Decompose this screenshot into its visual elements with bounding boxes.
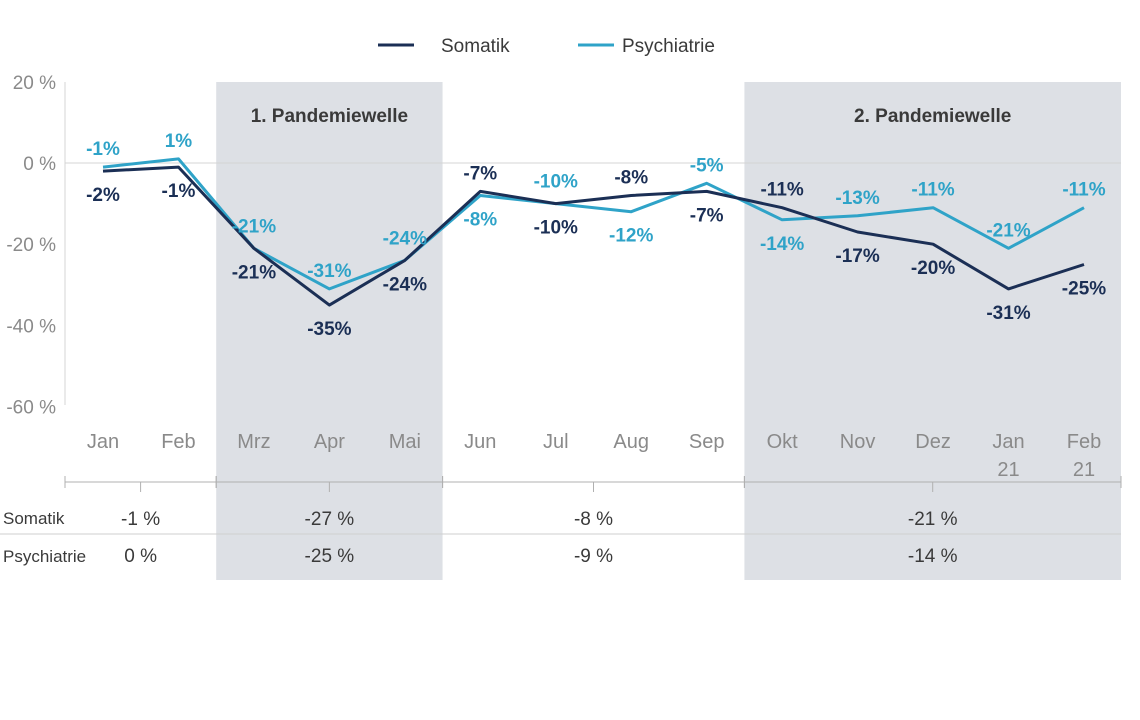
- series-lines: [102, 157, 1085, 307]
- data-label-psychiatrie: -11%: [911, 180, 954, 201]
- data-labels: -2% -1% -1% 1% -21% -21% -35% -31% -24% -24% -7% -8…: [86, 131, 1106, 340]
- data-label-somatik: -17%: [835, 246, 879, 267]
- data-label-somatik: -2%: [86, 185, 120, 206]
- x-tick-label: Mai: [389, 431, 421, 453]
- x-tick-label: Nov: [840, 431, 876, 453]
- pandemic-band-2: [744, 82, 1121, 580]
- series-line-somatik: [102, 165, 1085, 307]
- band-title-1: 1. Pandemiewelle: [251, 106, 408, 127]
- x-tick-label: 21: [997, 459, 1019, 481]
- data-label-somatik: -7%: [463, 163, 497, 184]
- summary-value-psychiatrie: -14 %: [908, 546, 958, 567]
- data-label-psychiatrie: -21%: [232, 216, 276, 237]
- data-label-somatik: -8%: [614, 167, 648, 188]
- x-axis: Jan Feb Mrz Apr Mai Jun Jul Aug Sep Okt Nov Dez Jan 2…: [87, 431, 1101, 481]
- pandemic-bands: 1. Pandemiewelle 2. Pandemiewelle: [216, 82, 1121, 580]
- x-tick-label: Jan: [87, 431, 119, 453]
- data-label-somatik: -25%: [1062, 279, 1106, 300]
- x-tick-label: Jun: [464, 431, 496, 453]
- data-label-psychiatrie: -24%: [383, 228, 427, 249]
- data-label-somatik: -35%: [307, 319, 351, 340]
- y-tick-label: 20 %: [13, 73, 56, 94]
- summary-value-somatik: -27 %: [305, 509, 355, 530]
- x-tick-label: Feb: [1067, 431, 1101, 453]
- x-tick-label: Feb: [161, 431, 195, 453]
- summary-table: Somatik Psychiatrie -1 % 0 % -27 % -25 % -8 % -…: [0, 476, 1122, 567]
- data-label-psychiatrie: -10%: [534, 172, 578, 193]
- summary-value-somatik: -21 %: [908, 509, 958, 530]
- legend-label-somatik: Somatik: [441, 36, 510, 57]
- y-tick-label: -40 %: [6, 316, 56, 337]
- data-label-psychiatrie: -5%: [690, 155, 724, 176]
- y-tick-label: 0 %: [23, 154, 56, 175]
- x-tick-label: Sep: [689, 431, 725, 453]
- y-tick-label: -20 %: [6, 235, 56, 256]
- data-label-psychiatrie: -1%: [86, 139, 120, 160]
- x-tick-label: Jul: [543, 431, 569, 453]
- summary-value-psychiatrie: -9 %: [574, 546, 613, 567]
- pandemic-band-1: [216, 82, 443, 580]
- data-label-somatik: -31%: [986, 303, 1030, 324]
- data-label-psychiatrie: -14%: [760, 234, 804, 255]
- x-tick-label: Okt: [767, 431, 799, 453]
- summary-value-somatik: -1 %: [121, 509, 160, 530]
- x-tick-label: 21: [1073, 459, 1095, 481]
- data-label-somatik: -24%: [383, 274, 427, 295]
- data-label-somatik: -7%: [690, 205, 724, 226]
- data-label-psychiatrie: -8%: [463, 209, 497, 230]
- x-tick-label: Apr: [314, 431, 345, 453]
- summary-value-psychiatrie: 0 %: [124, 546, 157, 567]
- data-label-psychiatrie: -12%: [609, 226, 653, 247]
- chart-legend: Somatik Psychiatrie: [378, 36, 715, 57]
- band-title-2: 2. Pandemiewelle: [854, 106, 1011, 127]
- series-line-psychiatrie: [102, 157, 1085, 291]
- data-label-psychiatrie: 1%: [165, 131, 193, 152]
- summary-value-psychiatrie: -25 %: [305, 546, 355, 567]
- row-label-somatik: Somatik: [3, 509, 65, 528]
- summary-value-somatik: -8 %: [574, 509, 613, 530]
- data-label-somatik: -11%: [760, 180, 803, 201]
- data-label-psychiatrie: -13%: [835, 188, 879, 209]
- data-label-somatik: -10%: [534, 218, 578, 239]
- y-tick-label: -60 %: [6, 398, 56, 419]
- legend-label-psychiatrie: Psychiatrie: [622, 36, 715, 57]
- data-label-psychiatrie: -11%: [1062, 180, 1105, 201]
- data-label-somatik: -20%: [911, 258, 955, 279]
- data-label-somatik: -21%: [232, 262, 276, 283]
- data-label-psychiatrie: -31%: [307, 261, 351, 282]
- x-tick-label: Mrz: [237, 431, 270, 453]
- row-label-psychiatrie: Psychiatrie: [3, 547, 86, 566]
- x-tick-label: Aug: [613, 431, 649, 453]
- data-label-somatik: -1%: [162, 181, 196, 202]
- x-tick-label: Jan: [992, 431, 1024, 453]
- y-axis: 20 % 0 % -20 % -40 % -60 %: [6, 73, 1121, 419]
- x-tick-label: Dez: [915, 431, 951, 453]
- data-label-psychiatrie: -21%: [986, 220, 1030, 241]
